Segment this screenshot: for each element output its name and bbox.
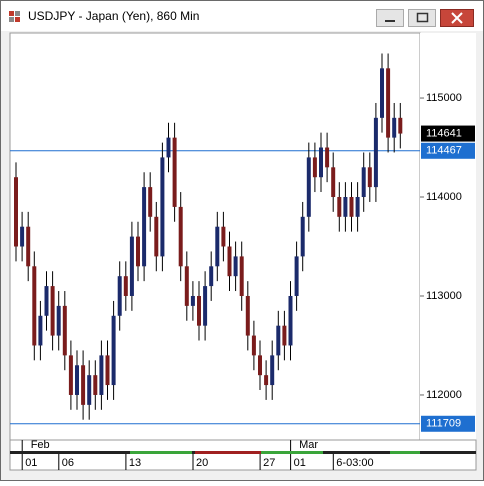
candle-body [258, 355, 262, 376]
candle-body [14, 177, 18, 247]
candle-body [270, 355, 275, 386]
window-title: USDJPY - Japan (Yen), 860 Min [28, 9, 199, 23]
price-tag [421, 415, 475, 432]
candle-body [282, 325, 287, 346]
candle-body [209, 266, 214, 287]
app-icon [9, 11, 20, 22]
candle-body [190, 295, 195, 306]
candle-body [276, 325, 281, 356]
candle-body [367, 167, 372, 188]
candle-body [203, 286, 208, 326]
candle-body [62, 305, 67, 356]
candle-body [148, 187, 153, 217]
x-tick-label: 20 [196, 457, 208, 469]
candle-body [123, 276, 128, 296]
last-price-tag [421, 125, 475, 142]
candle-body [99, 355, 104, 395]
candle-body [32, 266, 37, 346]
x-tick-label: 27 [263, 457, 275, 469]
candle-body [93, 375, 98, 395]
candle-body [184, 266, 189, 306]
candle-body [380, 68, 384, 118]
candle-body [160, 157, 165, 257]
candle-body [87, 375, 92, 405]
x-major-label: Mar [299, 439, 318, 451]
x-tick-label: 01 [25, 457, 37, 469]
candle-body [233, 256, 238, 277]
y-tick-label: 112000 [426, 389, 462, 401]
candle-body [136, 236, 140, 267]
candle-body [142, 187, 147, 267]
y-tick-label: 113000 [426, 290, 462, 302]
candle-body [294, 256, 299, 296]
candle-body [50, 286, 55, 336]
x-tick-label: 6-03:00 [336, 457, 373, 469]
candle-body [325, 147, 330, 168]
candle-body [75, 365, 79, 395]
candle-body [386, 68, 391, 138]
candle-body [215, 226, 220, 267]
candle-body [312, 157, 317, 178]
candle-body [68, 355, 73, 395]
candle-body [56, 305, 61, 336]
candle-body [373, 117, 378, 188]
candle-body [300, 216, 305, 257]
candle-body [111, 315, 116, 386]
candle-body [337, 197, 342, 217]
candle-body [81, 365, 86, 405]
candle-body [331, 167, 336, 198]
minimize-button[interactable] [376, 9, 404, 27]
candle-body [105, 355, 110, 386]
candle-body [245, 295, 250, 336]
candle-body [398, 117, 403, 134]
candle-body [172, 137, 177, 207]
candle-body [221, 226, 226, 247]
x-tick-label: 13 [129, 457, 141, 469]
x-tick-label: 06 [62, 457, 74, 469]
candle-body [288, 295, 293, 346]
candle-body [166, 137, 171, 158]
time-bar [10, 451, 476, 454]
time-axis [9, 439, 477, 471]
price-axis [420, 33, 476, 440]
candle-body [361, 167, 366, 198]
x-tick-label: 01 [294, 457, 306, 469]
candle-body [178, 206, 183, 267]
y-tick-label: 114000 [426, 191, 462, 203]
candle-body [154, 216, 159, 257]
candle-body [197, 295, 201, 326]
candle-body [264, 375, 269, 386]
candle-body [26, 226, 31, 267]
candle-body [239, 256, 244, 296]
last-price-label: 114641 [426, 127, 462, 139]
candle-body [355, 197, 360, 217]
y-tick-label: 115000 [426, 92, 462, 104]
candle-body [44, 286, 49, 316]
price-tag [421, 142, 475, 159]
candle-body [251, 335, 256, 356]
close-button[interactable] [440, 9, 474, 27]
candle-body [306, 157, 311, 217]
candle-body [38, 315, 43, 346]
price-tag-label: 114467 [426, 145, 462, 157]
candle-body [319, 147, 323, 178]
x-major-label: Feb [31, 439, 50, 451]
maximize-button[interactable] [408, 9, 436, 27]
candle-body [117, 276, 122, 316]
candle-body [227, 246, 232, 277]
candle-body [343, 197, 348, 217]
candle-body [392, 117, 397, 138]
candle-body [129, 236, 134, 296]
candle-body [20, 226, 25, 247]
price-tag-label: 111709 [426, 418, 461, 430]
candle-body [349, 197, 354, 217]
